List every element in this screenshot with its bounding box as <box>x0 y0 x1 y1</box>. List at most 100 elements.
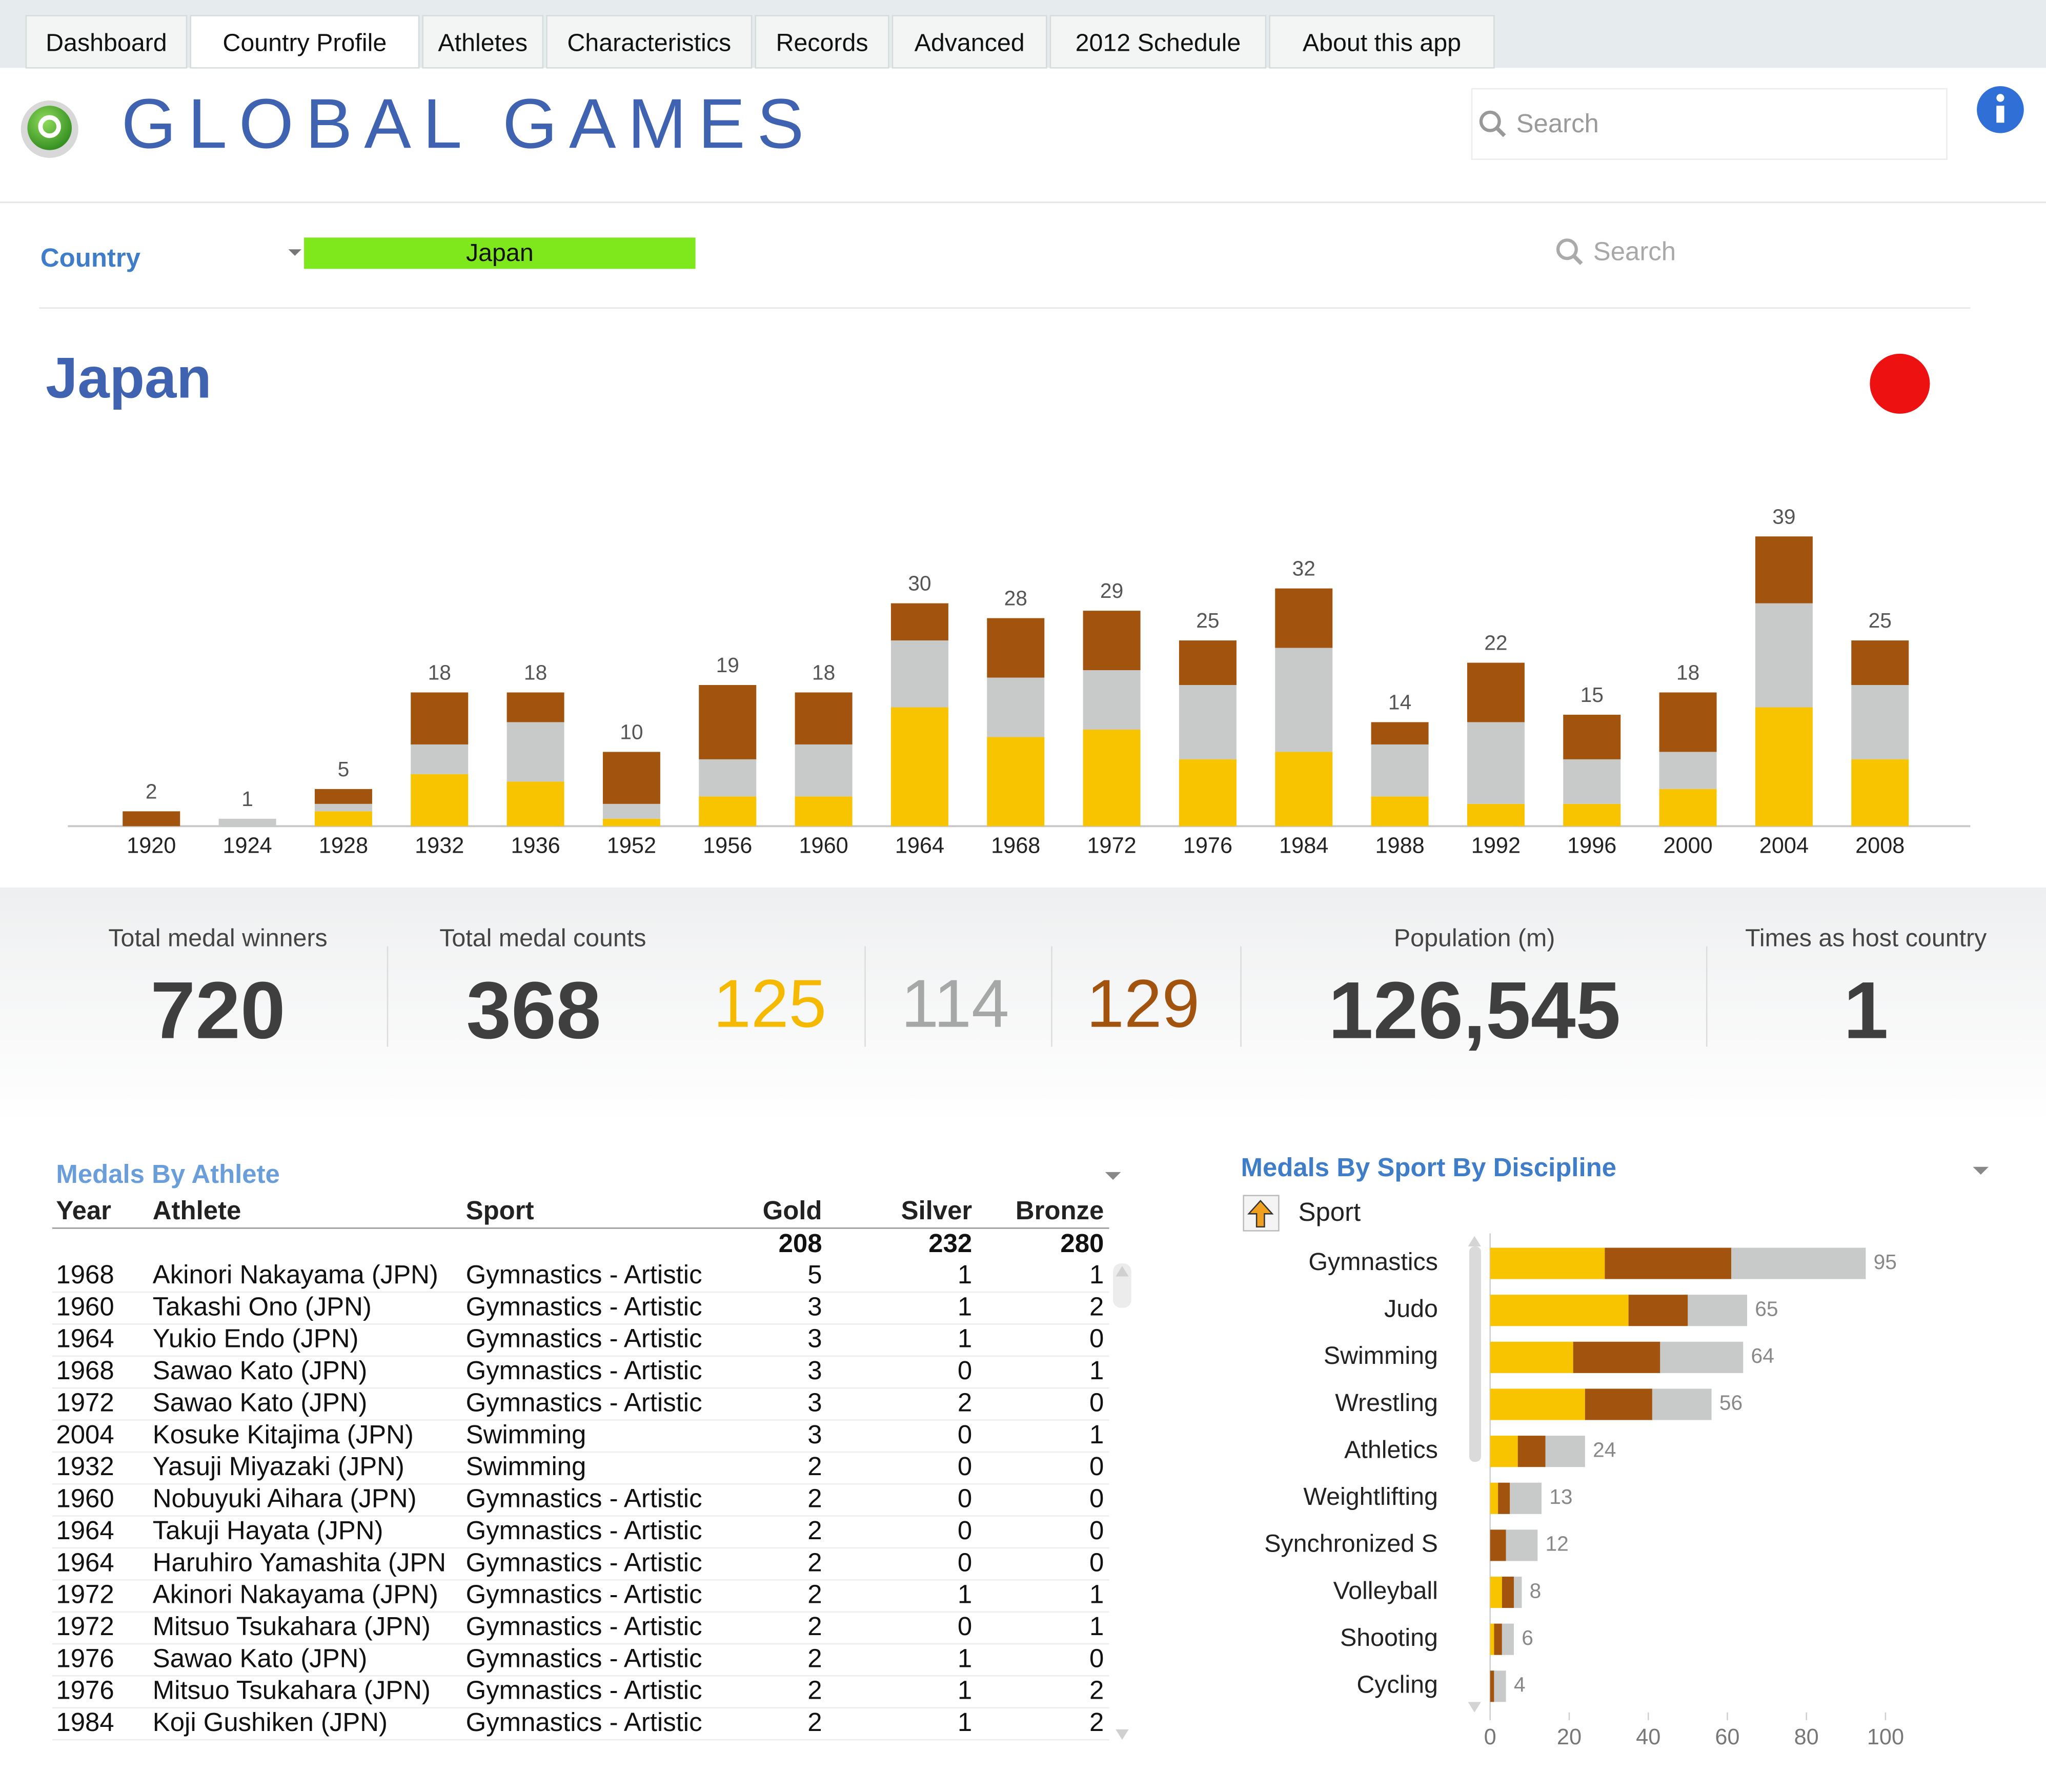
table-cell: 0 <box>1089 1484 1104 1513</box>
tab[interactable] <box>1049 15 1267 69</box>
table-cell: 1 <box>1089 1420 1104 1449</box>
x-tick-label: 1952 <box>607 833 656 858</box>
table-cell: Akinori Nakayama (JPN) <box>153 1260 438 1289</box>
bar-segment <box>1371 744 1429 797</box>
kpi-label: Total medal winners <box>108 924 327 952</box>
x-tick-label: 2000 <box>1663 833 1712 858</box>
scroll-down[interactable] <box>1116 1729 1129 1740</box>
x-tick-label: 20 <box>1557 1725 1582 1749</box>
bar-segment <box>507 692 564 722</box>
tab[interactable] <box>190 15 420 69</box>
table-cell: 1932 <box>56 1452 114 1481</box>
x-tick-label: 1920 <box>127 833 176 858</box>
search-icon <box>1556 238 1578 260</box>
kpi-label: Times as host country <box>1745 924 1987 952</box>
chart-title: Medals By Sport By Discipline <box>1241 1153 1616 1182</box>
y-tick-label: Weightlifting <box>1303 1483 1438 1511</box>
bar-segment <box>1371 796 1429 827</box>
table-cell: 2 <box>807 1516 822 1545</box>
column-header[interactable]: Bronze <box>1016 1196 1104 1225</box>
bar-segment <box>1275 588 1333 648</box>
total-label: 95 <box>1874 1250 1897 1274</box>
table-cell: 1972 <box>56 1387 114 1417</box>
table-cell: 1972 <box>56 1612 114 1641</box>
bar-segment <box>1573 1341 1660 1373</box>
table-title: Medals By Athlete <box>56 1159 279 1189</box>
bar-segment <box>1659 692 1717 752</box>
filter-selection[interactable] <box>304 237 696 269</box>
column-header[interactable]: Gold <box>763 1196 822 1225</box>
bar-segment <box>314 789 372 804</box>
filter-label: Country <box>40 243 141 272</box>
filter-search[interactable]: Search <box>1593 236 1676 266</box>
scrollbar[interactable] <box>1469 1246 1481 1462</box>
x-tick-label: 1968 <box>991 833 1040 858</box>
info-icon <box>1996 94 2004 102</box>
total-label: 39 <box>1772 505 1795 528</box>
table-cell: 2 <box>807 1452 822 1481</box>
table-cell: 1 <box>1089 1580 1104 1609</box>
filter-value: Japan <box>466 239 534 267</box>
dropdown-arrow[interactable] <box>288 249 301 256</box>
column-header[interactable]: Silver <box>901 1196 973 1225</box>
search-placeholder: Search <box>1516 109 1599 138</box>
tab-label: 2012 Schedule <box>1076 29 1241 56</box>
drill-up-icon <box>1247 1199 1274 1228</box>
scroll-up[interactable] <box>1116 1266 1129 1277</box>
x-tick-label: 40 <box>1636 1725 1660 1749</box>
table-cell: 0 <box>958 1452 972 1481</box>
table-cell: Sawao Kato (JPN) <box>153 1387 368 1417</box>
table-cell: Gymnastics - Artistic <box>466 1580 702 1609</box>
menu-arrow[interactable] <box>1973 1166 1989 1175</box>
kpi-label: Population (m) <box>1394 924 1555 952</box>
bar-segment <box>1851 685 1909 759</box>
tab[interactable] <box>546 15 753 69</box>
y-tick-label: Synchronized S <box>1264 1530 1438 1558</box>
table-cell: 1960 <box>56 1484 114 1513</box>
info-icon <box>1996 106 2004 123</box>
bar-segment <box>1490 1623 1494 1655</box>
tab[interactable] <box>892 15 1047 69</box>
table-cell: 3 <box>807 1420 822 1449</box>
table-cell: Haruhiro Yamashita (JPN <box>153 1547 446 1577</box>
column-header[interactable]: Athlete <box>153 1196 241 1225</box>
bar-segment <box>1494 1670 1506 1702</box>
table-cell: 1 <box>958 1292 972 1321</box>
y-tick-label: Cycling <box>1356 1671 1438 1699</box>
search-box[interactable] <box>1471 88 1948 160</box>
bar-segment <box>1275 648 1333 752</box>
search-icon <box>1495 126 1506 137</box>
table-cell: Gymnastics - Artistic <box>466 1260 702 1289</box>
tab[interactable] <box>422 15 544 69</box>
menu-arrow[interactable] <box>1105 1172 1121 1180</box>
x-tick-label: 0 <box>1484 1725 1496 1749</box>
table-cell: 3 <box>807 1292 822 1321</box>
bar-segment <box>1659 752 1717 789</box>
bar-segment <box>987 677 1045 737</box>
bar-segment <box>602 752 660 804</box>
table-cell: 1 <box>958 1260 972 1289</box>
bar-segment <box>1371 722 1429 744</box>
table-cell: 2004 <box>56 1420 114 1449</box>
table-cell: Gymnastics - Artistic <box>466 1547 702 1577</box>
scroll-down[interactable] <box>1468 1702 1481 1713</box>
scroll-up[interactable] <box>1468 1236 1481 1246</box>
tab[interactable] <box>755 15 889 69</box>
column-header[interactable]: Year <box>56 1196 111 1225</box>
bar-segment <box>1652 1388 1712 1420</box>
column-header[interactable]: Sport <box>466 1196 534 1225</box>
bar-segment <box>1513 1576 1522 1608</box>
total-label: 1 <box>241 787 253 811</box>
table-cell: 1 <box>1089 1612 1104 1641</box>
x-tick-label: 100 <box>1867 1725 1904 1749</box>
bar-segment <box>1083 611 1141 671</box>
table-cell: 1 <box>958 1676 972 1705</box>
tab[interactable] <box>25 15 188 69</box>
table-cell: 1 <box>958 1707 972 1737</box>
tab[interactable] <box>1269 15 1495 69</box>
table-cell: 2 <box>1089 1707 1104 1737</box>
bar-segment <box>411 744 469 774</box>
table-cell: 1976 <box>56 1676 114 1705</box>
